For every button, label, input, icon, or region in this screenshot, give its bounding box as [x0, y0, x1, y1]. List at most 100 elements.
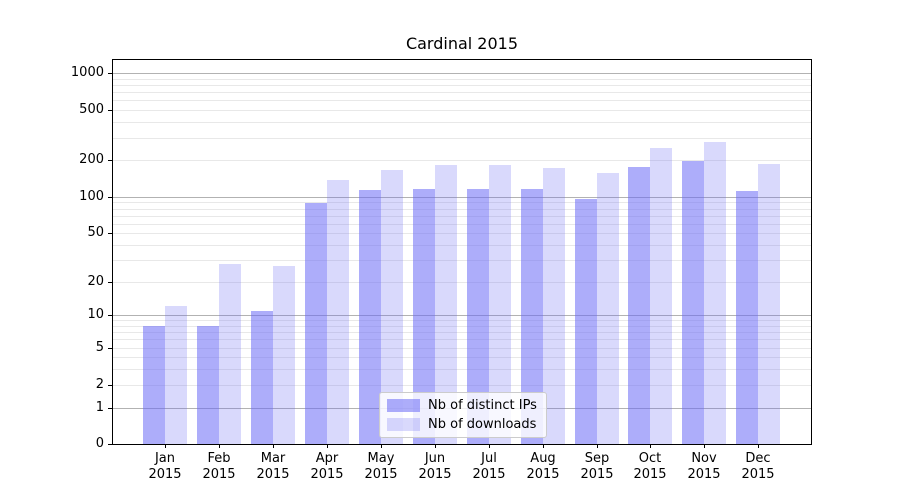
x-tick-label-year: 2015 — [418, 467, 452, 482]
gridline-minor — [113, 122, 811, 123]
bar-distinct-ips-mar — [251, 310, 274, 444]
x-tick-label: Nov 2015 — [672, 451, 736, 483]
bar-downloads-nov — [704, 141, 727, 444]
bar-distinct-ips-may — [358, 189, 381, 444]
chart-title: Cardinal 2015 — [405, 34, 519, 53]
y-tick-mark — [108, 385, 113, 386]
x-tick-label-year: 2015 — [202, 467, 236, 482]
gridline-minor — [113, 320, 811, 321]
bar-distinct-ips-jan — [143, 325, 166, 444]
x-tick-label-year: 2015 — [633, 467, 667, 482]
x-tick-label-month: Jan — [154, 451, 176, 466]
gridline-minor — [113, 100, 811, 101]
legend-swatch-downloads — [387, 418, 420, 431]
y-tick-label: 200 — [79, 152, 104, 167]
y-tick-mark — [108, 315, 113, 316]
x-tick-mark — [543, 444, 544, 448]
x-tick-label-month: Oct — [638, 451, 662, 466]
x-tick-label-year: 2015 — [256, 467, 290, 482]
bar-downloads-feb — [219, 264, 242, 444]
gridline-minor — [113, 339, 811, 340]
x-tick-label: Feb 2015 — [187, 451, 251, 483]
bar-distinct-ips-jul — [466, 188, 489, 444]
gridline-major — [113, 73, 811, 74]
bar-downloads-oct — [650, 147, 673, 444]
gridline-minor — [113, 110, 811, 111]
x-tick-label-month: Apr — [315, 451, 339, 466]
x-tick-label-month: Nov — [691, 451, 717, 466]
bar-downloads-apr — [327, 179, 349, 444]
y-tick-label: 1000 — [70, 65, 104, 80]
bar-downloads-jul — [488, 164, 511, 444]
bar-distinct-ips-oct — [628, 167, 651, 444]
legend: Nb of distinct IPs Nb of downloads — [379, 392, 547, 438]
y-tick-mark — [108, 282, 113, 283]
gridline-minor — [113, 79, 811, 80]
x-tick-label-month: Aug — [530, 451, 556, 466]
x-tick-label: Apr 2015 — [295, 451, 359, 483]
x-tick-label: Jul 2015 — [457, 451, 521, 483]
x-tick-label-month: Mar — [260, 451, 286, 466]
x-tick-label-month: Jul — [481, 451, 497, 466]
bar-downloads-sep — [596, 172, 619, 444]
gridline-minor — [113, 282, 811, 283]
x-tick-label-year: 2015 — [472, 467, 506, 482]
legend-item-downloads: Nb of downloads — [387, 417, 537, 432]
bar-distinct-ips-feb — [197, 325, 220, 444]
x-tick-label-month: Jun — [424, 451, 446, 466]
y-tick-mark — [108, 233, 113, 234]
x-tick-label: Dec 2015 — [726, 451, 790, 483]
bar-distinct-ips-apr — [305, 202, 327, 444]
y-tick-mark — [108, 160, 113, 161]
x-tick-label-month: Sep — [584, 451, 610, 466]
x-tick-label: Sep 2015 — [565, 451, 629, 483]
legend-label-distinct-ips: Nb of distinct IPs — [428, 398, 537, 413]
bar-downloads-may — [380, 169, 403, 444]
gridline-minor — [113, 233, 811, 234]
legend-label-downloads: Nb of downloads — [428, 417, 537, 432]
x-tick-mark — [597, 444, 598, 448]
gridline-minor — [113, 369, 811, 370]
bar-downloads-jun — [434, 164, 457, 444]
gridline-minor — [113, 202, 811, 203]
x-tick-label: Oct 2015 — [618, 451, 682, 483]
x-tick-label-year: 2015 — [580, 467, 614, 482]
x-tick-label: May 2015 — [349, 451, 413, 483]
x-tick-label-month: Feb — [207, 451, 231, 466]
y-tick-label: 500 — [79, 102, 104, 117]
y-tick-label: 100 — [79, 189, 104, 204]
y-tick-label: 20 — [87, 274, 104, 289]
gridline-minor — [113, 209, 811, 210]
y-tick-label: 50 — [87, 225, 104, 240]
bar-downloads-mar — [273, 266, 296, 444]
x-tick-label-month: May — [367, 451, 395, 466]
gridline-major — [113, 315, 811, 316]
gridline-minor — [113, 357, 811, 358]
gridline-minor — [113, 92, 811, 93]
x-tick-label: Mar 2015 — [241, 451, 305, 483]
gridline-minor — [113, 224, 811, 225]
x-tick-label: Jan 2015 — [133, 451, 197, 483]
y-tick-label: 1 — [95, 400, 104, 415]
plot-area — [112, 59, 812, 445]
gridline-minor — [113, 138, 811, 139]
bar-distinct-ips-jun — [412, 189, 435, 444]
x-tick-mark — [435, 444, 436, 448]
x-tick-label-year: 2015 — [364, 467, 398, 482]
x-tick-label-year: 2015 — [148, 467, 182, 482]
x-tick-mark — [165, 444, 166, 448]
x-tick-mark — [650, 444, 651, 448]
x-tick-mark — [489, 444, 490, 448]
y-tick-mark — [108, 408, 113, 409]
x-tick-label-month: Dec — [745, 451, 771, 466]
x-tick-label-year: 2015 — [526, 467, 560, 482]
y-tick-label: 10 — [87, 307, 104, 322]
gridline-minor — [113, 216, 811, 217]
gridline-minor — [113, 245, 811, 246]
y-tick-label: 5 — [95, 340, 104, 355]
bar-downloads-jan — [165, 306, 188, 444]
bar-distinct-ips-sep — [574, 198, 597, 444]
y-tick-mark — [108, 73, 113, 74]
y-tick-mark — [108, 348, 113, 349]
